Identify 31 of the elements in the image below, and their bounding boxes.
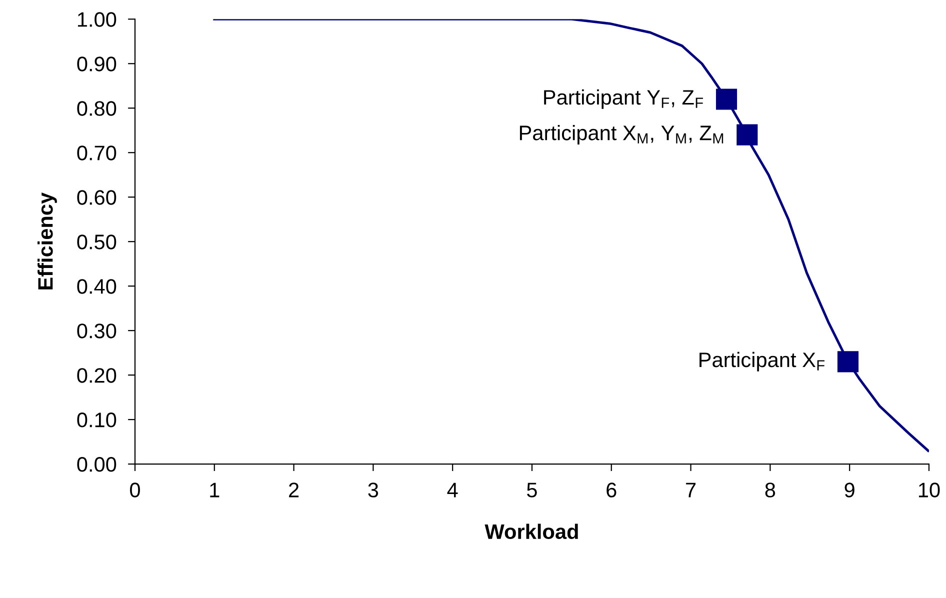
annotation: Participant Y$_{F}$, Z$_{F}$ [544, 89, 703, 109]
y-tick-label: 0.10 [77, 412, 116, 428]
y-tick-label: 0.80 [77, 101, 116, 116]
x-tick-label: 4 [447, 482, 458, 498]
x-tick-label: 2 [289, 482, 299, 498]
y-tick-label: 0.60 [77, 190, 116, 205]
x-tick-label: 1 [210, 482, 220, 498]
x-tick-label: 8 [765, 482, 776, 498]
point [736, 124, 758, 146]
x-tick-label: 5 [527, 482, 537, 498]
x-tick-label: 3 [368, 482, 378, 498]
y-tick-label: 1.00 [78, 12, 116, 27]
y-tick-label: 0.20 [77, 368, 116, 383]
x-tick-label: 7 [686, 482, 696, 498]
y-tick-label: 0.50 [77, 234, 116, 250]
x-tick-label: 10 [918, 482, 940, 498]
line-series [213, 19, 929, 452]
y-tick-label: 0.90 [77, 56, 116, 72]
point [837, 351, 859, 372]
x-tick-label: 9 [844, 482, 854, 498]
y-tick-label: 0.70 [77, 146, 116, 160]
y-tick-label: 0.00 [77, 457, 116, 472]
point [716, 88, 738, 110]
y-tick-label: 0.30 [77, 324, 116, 338]
x-tick-label: 0 [130, 482, 140, 498]
x-tick-label: 6 [606, 482, 616, 498]
x-axis-title: Workload [484, 524, 578, 540]
y-axis-title: Efficiency [38, 192, 57, 290]
y-tick-label: 0.40 [77, 279, 116, 294]
annotation: Participant X$_{M}$, Y$_{M}$, Z$_{M}$ [520, 125, 724, 144]
annotation: Participant X$_{F}$ [700, 352, 824, 372]
